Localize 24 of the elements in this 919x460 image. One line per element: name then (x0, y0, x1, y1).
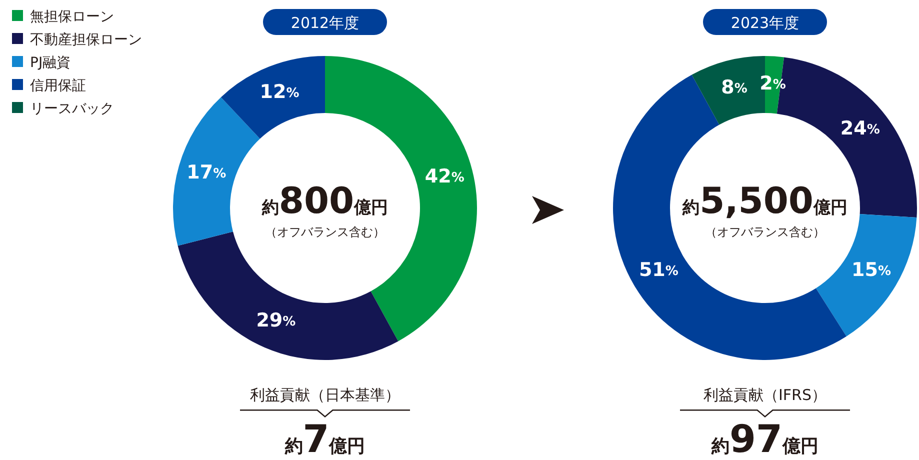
text: （オフバランス含む） (265, 225, 385, 239)
text: 約5,500億円 (682, 181, 848, 222)
data-label: 15% (852, 259, 892, 282)
text: 約7億円 (284, 417, 366, 460)
text: 約97億円 (710, 417, 818, 460)
legend-label: 不動産担保ローン (30, 32, 142, 48)
legend-label: リースバック (30, 101, 114, 117)
text: 約800億円 (260, 181, 388, 222)
data-label: 51% (638, 259, 678, 282)
legend-label: 無担保ローン (30, 9, 114, 25)
text: 利益貢献（IFRS） (704, 386, 826, 404)
legend-label: PJ融資 (30, 55, 71, 71)
data-label: 8% (721, 76, 748, 99)
chart-title: 2012年度 (290, 14, 360, 32)
data-label: 17% (186, 162, 226, 184)
data-label: 2% (760, 72, 786, 95)
text: 利益貢献（日本基準） (250, 386, 400, 404)
data-label: 12% (260, 81, 300, 104)
text: （オフバランス含む） (705, 225, 825, 239)
data-label: 29% (256, 310, 296, 332)
data-label: 24% (840, 117, 880, 140)
data-label: 42% (424, 165, 464, 188)
chart-title: 2023年度 (730, 14, 800, 32)
legend-label: 信用保証 (30, 78, 86, 94)
